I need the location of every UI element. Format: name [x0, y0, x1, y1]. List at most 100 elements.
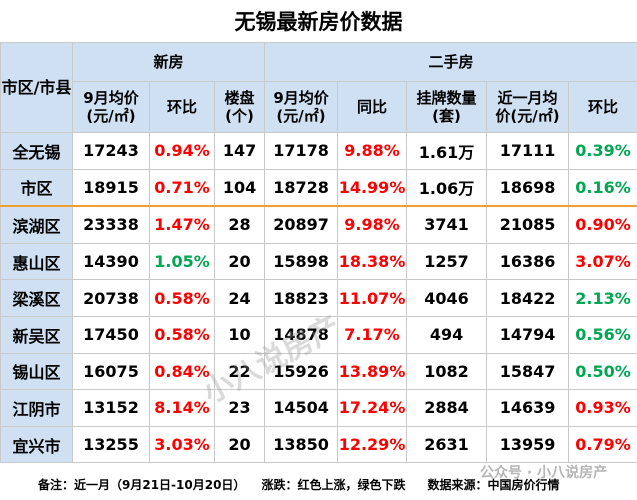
- cell-sec-price: 18823: [264, 279, 339, 317]
- cell-recent: 14639: [486, 389, 570, 427]
- header-listings: 挂牌数量 (套): [406, 81, 488, 133]
- cell-new-price: 23338: [72, 205, 150, 244]
- cell-listings: 1257: [406, 242, 488, 281]
- cell-region: 江阴市: [0, 389, 73, 427]
- table-row: 滨湖区 23338 1.47% 28 20897 9.98% 3741 21085 0.90%: [0, 205, 637, 244]
- cell-new-price: 14390: [72, 242, 150, 281]
- cell-recent: 21085: [486, 205, 570, 244]
- cell-new-mom: 1.05%: [149, 242, 215, 281]
- header-row-columns: 9月均价 (元/㎡) 环比 楼盘 (个) 9月均价 (元/㎡) 同比 挂牌数量 (套) …: [1, 81, 637, 133]
- table-row: 江阴市 13152 8.14% 23 14504 17.24% 2884 14639 0.93%: [0, 389, 637, 427]
- cell-new-mom: 8.14%: [149, 389, 215, 427]
- cell-projects: 20: [213, 242, 266, 281]
- header-sec-price-line1: 9月均价: [273, 89, 329, 107]
- table-row: 梁溪区 20738 0.58% 24 18823 11.07% 4046 18422 2.13%: [0, 279, 637, 317]
- cell-listings: 1082: [406, 352, 488, 391]
- header-recent-line2: 价(元/㎡): [495, 107, 560, 125]
- cell-region: 惠山区: [0, 242, 73, 281]
- header-new-mom: 环比: [149, 81, 215, 133]
- cell-projects: 22: [213, 352, 266, 391]
- table-row: 惠山区 14390 1.05% 20 15898 18.38% 1257 16386 3.07%: [0, 242, 637, 281]
- footer-note: 备注：近一月（9月21日-10月20日）: [38, 477, 246, 492]
- footer-legend: 涨跌：红色上涨，绿色下跌: [261, 477, 406, 492]
- cell-sec-mom: 0.39%: [568, 132, 637, 170]
- cell-recent: 18422: [486, 279, 570, 317]
- header-projects: 楼盘 (个): [213, 81, 266, 133]
- cell-sec-price: 15926: [264, 352, 339, 391]
- header-sec-mom: 环比: [568, 81, 637, 133]
- cell-sec-yoy: 14.99%: [337, 168, 408, 208]
- header-new-price-line2: (元/㎡): [86, 107, 136, 125]
- cell-projects: 23: [213, 389, 266, 427]
- cell-sec-price: 17178: [264, 132, 339, 170]
- header-region-label: 市区/市县: [1, 77, 72, 97]
- cell-new-price: 20738: [72, 279, 150, 317]
- cell-region: 全无锡: [0, 132, 73, 170]
- cell-sec-mom: 0.56%: [568, 315, 637, 354]
- header-listings-line2: (套): [432, 107, 461, 125]
- cell-new-price: 13152: [72, 389, 150, 427]
- cell-region: 梁溪区: [0, 279, 73, 317]
- cell-new-mom: 0.84%: [149, 352, 215, 391]
- cell-recent: 15847: [486, 352, 570, 391]
- cell-new-mom: 3.03%: [149, 425, 215, 464]
- cell-recent: 17111: [486, 132, 570, 170]
- cell-projects: 147: [213, 132, 266, 170]
- cell-region: 宜兴市: [0, 425, 73, 464]
- watermark-account: 公众号 · 小八说房产: [480, 465, 608, 481]
- table-row: 新吴区 17450 0.58% 10 14878 7.17% 494 14794 0.56%: [0, 315, 637, 354]
- table-body: 全无锡 17243 0.94% 147 17178 9.88% 1.61万 17111 0.39…: [0, 132, 637, 464]
- table-row: 市区 18915 0.71% 104 18728 14.99% 1.06万 18698 0.16…: [0, 168, 637, 208]
- cell-projects: 28: [213, 205, 266, 244]
- cell-sec-mom: 0.90%: [568, 205, 637, 244]
- table-row: 宜兴市 13255 3.03% 20 13850 12.29% 2631 13959 0.79%: [0, 425, 637, 464]
- header-sec-yoy: 同比: [337, 81, 408, 133]
- cell-new-mom: 0.71%: [149, 168, 215, 208]
- cell-sec-yoy: 7.17%: [337, 315, 408, 354]
- cell-new-price: 16075: [72, 352, 150, 391]
- cell-sec-yoy: 18.38%: [337, 242, 408, 281]
- cell-recent: 13959: [486, 425, 570, 464]
- cell-new-mom: 1.47%: [149, 205, 215, 244]
- header-projects-line1: 楼盘: [224, 89, 255, 107]
- cell-recent: 18698: [486, 168, 570, 208]
- cell-recent: 16386: [486, 242, 570, 281]
- page-title: 无锡最新房价数据: [0, 0, 637, 43]
- cell-projects: 104: [213, 168, 266, 208]
- cell-sec-price: 14504: [264, 389, 339, 427]
- cell-sec-mom: 0.79%: [568, 425, 637, 464]
- header-second-group: 二手房: [264, 42, 637, 82]
- cell-listings: 1.06万: [406, 168, 488, 208]
- cell-projects: 20: [213, 425, 266, 464]
- cell-new-mom: 0.58%: [149, 279, 215, 317]
- cell-sec-price: 13850: [264, 425, 339, 464]
- header-sec-price: 9月均价 (元/㎡): [264, 81, 339, 133]
- cell-region: 新吴区: [0, 315, 73, 354]
- header-projects-line2: (个): [225, 107, 254, 125]
- cell-region: 滨湖区: [0, 205, 73, 244]
- header-region: 市区/市县: [0, 42, 73, 133]
- cell-region: 市区: [0, 168, 73, 208]
- cell-listings: 2884: [406, 389, 488, 427]
- footer: 备注：近一月（9月21日-10月20日） 涨跌：红色上涨，绿色下跌 数据来源：中…: [0, 468, 637, 500]
- header-new-group: 新房: [71, 42, 266, 82]
- header-row-groups: 市区/市县 新房 二手房: [0, 42, 637, 133]
- cell-sec-yoy: 17.24%: [337, 389, 408, 427]
- header-listings-line1: 挂牌数量: [416, 89, 477, 107]
- cell-sec-price: 15898: [264, 242, 339, 281]
- cell-listings: 1.61万: [406, 132, 488, 170]
- cell-sec-price: 20897: [264, 205, 339, 244]
- cell-sec-yoy: 9.98%: [337, 205, 408, 244]
- cell-projects: 10: [213, 315, 266, 354]
- cell-new-price: 17450: [72, 315, 150, 354]
- cell-region: 锡山区: [0, 352, 73, 391]
- cell-sec-yoy: 13.89%: [337, 352, 408, 391]
- table-row: 锡山区 16075 0.84% 22 15926 13.89% 1082 15847 0.50%: [0, 352, 637, 391]
- cell-sec-yoy: 12.29%: [337, 425, 408, 464]
- cell-new-mom: 0.94%: [149, 132, 215, 170]
- table-row: 全无锡 17243 0.94% 147 17178 9.88% 1.61万 17111 0.39…: [0, 132, 637, 170]
- cell-new-mom: 0.58%: [149, 315, 215, 354]
- cell-sec-mom: 0.16%: [568, 168, 637, 208]
- cell-sec-price: 18728: [264, 168, 339, 208]
- footer-source: 数据来源：中国房价行情: [427, 477, 560, 492]
